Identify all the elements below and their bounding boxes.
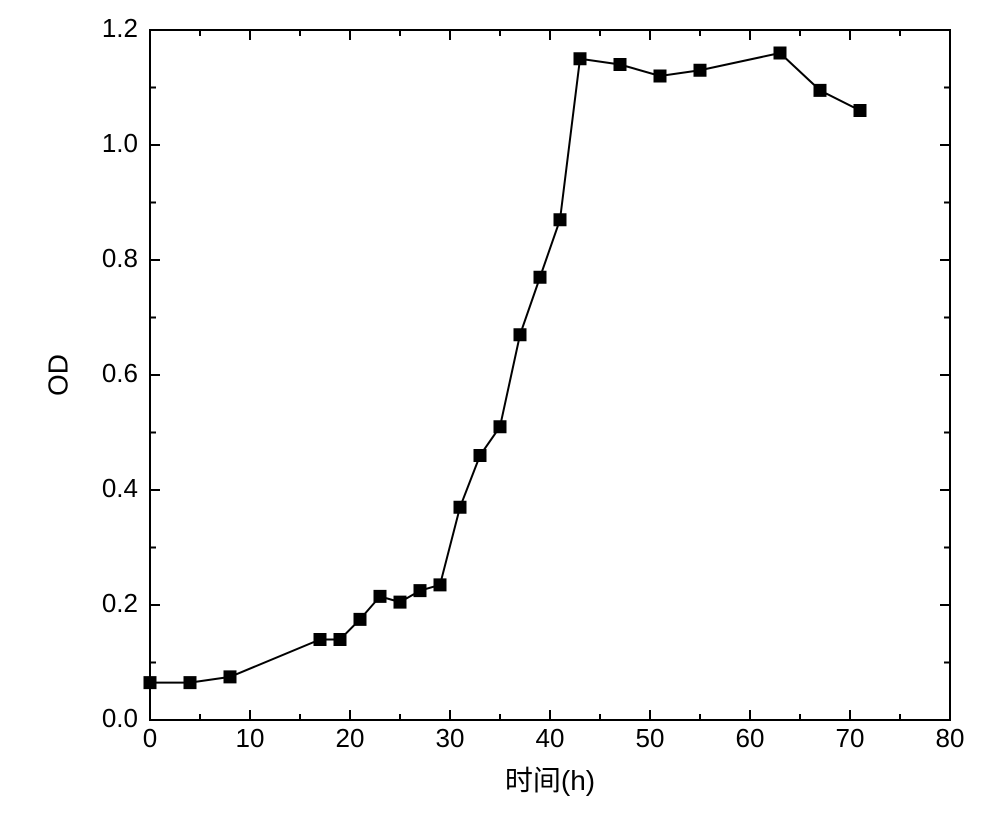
x-axis-title: 时间(h): [505, 765, 595, 796]
series-marker: [514, 329, 526, 341]
x-tick-label: 70: [836, 723, 865, 753]
series-marker: [414, 585, 426, 597]
series-marker: [854, 105, 866, 117]
x-tick-label: 10: [236, 723, 265, 753]
y-tick-label: 1.2: [102, 13, 138, 43]
y-tick-label: 1.0: [102, 128, 138, 158]
x-tick-label: 30: [436, 723, 465, 753]
series-marker: [184, 677, 196, 689]
x-tick-label: 40: [536, 723, 565, 753]
series-marker: [434, 579, 446, 591]
series-marker: [224, 671, 236, 683]
x-tick-label: 50: [636, 723, 665, 753]
chart-svg: 0 10 20 30 40 50 60 70 80 0.0 0.2 0.4 0.6 0.8 1.0 1.2 时间…: [0, 0, 1000, 823]
series-marker: [144, 677, 156, 689]
series-marker: [654, 70, 666, 82]
y-tick-label: 0.4: [102, 473, 138, 503]
series-marker: [774, 47, 786, 59]
series-marker: [574, 53, 586, 65]
y-tick-label: 0.2: [102, 588, 138, 618]
series-line-growth-curve: [150, 53, 860, 683]
series-marker: [394, 596, 406, 608]
y-tick-label: 0.8: [102, 243, 138, 273]
series-marker: [814, 84, 826, 96]
x-tick-label: 80: [936, 723, 965, 753]
series-marker: [314, 634, 326, 646]
series-marker: [554, 214, 566, 226]
plot-border: [150, 30, 950, 720]
series-marker: [374, 590, 386, 602]
series-marker: [614, 59, 626, 71]
series-marker: [694, 64, 706, 76]
x-tick-label: 60: [736, 723, 765, 753]
x-tick-label: 0: [143, 723, 157, 753]
chart-container: 0 10 20 30 40 50 60 70 80 0.0 0.2 0.4 0.6 0.8 1.0 1.2 时间…: [0, 0, 1000, 823]
series-marker: [534, 271, 546, 283]
series-marker: [494, 421, 506, 433]
series-marker: [354, 613, 366, 625]
y-tick-label: 0.6: [102, 358, 138, 388]
series-marker: [454, 501, 466, 513]
series-marker: [474, 450, 486, 462]
series-marker: [334, 634, 346, 646]
y-axis-title: OD: [42, 354, 73, 396]
x-tick-label: 20: [336, 723, 365, 753]
y-tick-label: 0.0: [102, 703, 138, 733]
